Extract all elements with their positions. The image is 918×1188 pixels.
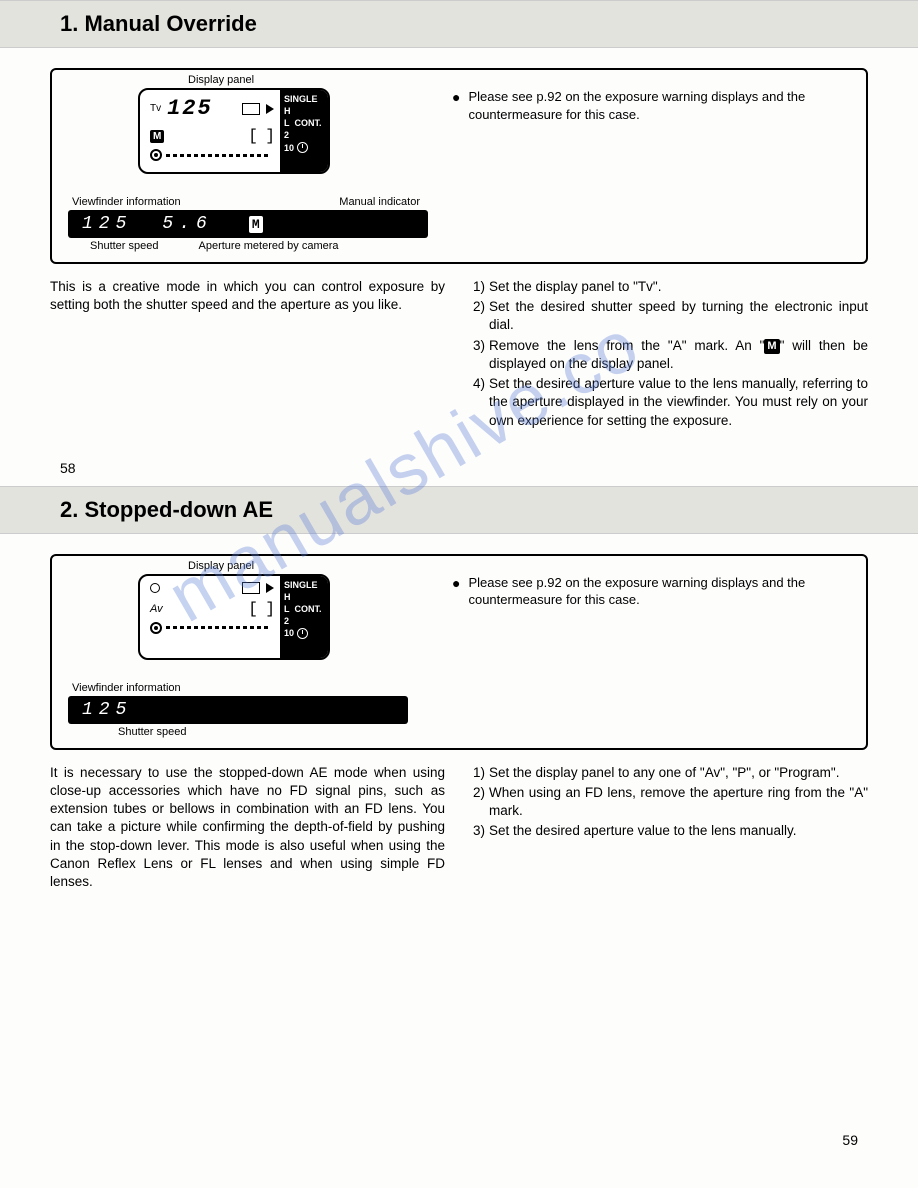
lcd-side-2-2: 2 (284, 616, 289, 626)
section-1-left-text: This is a creative mode in which you can… (50, 278, 445, 432)
section-2-left-text: It is necessary to use the stopped-down … (50, 764, 445, 892)
lcd-side-2: 2 (284, 130, 289, 140)
display-panel-label-2: Display panel (188, 560, 254, 572)
lcd-side-l-2: L (284, 604, 290, 614)
lcd-display-1: Tv 125 M [ ] SINGLE (138, 88, 330, 174)
vf-info-label-2: Viewfinder information (72, 682, 181, 694)
lcd-av-label: Av (150, 603, 163, 615)
section-1-body: This is a creative mode in which you can… (50, 278, 868, 432)
lcd-mode-badge: M (150, 130, 164, 143)
section-1-note: ●Please see p.92 on the exposure warning… (452, 88, 850, 123)
viewfinder-strip-2: 125 (68, 696, 408, 724)
lcd-scale-bar (166, 154, 270, 157)
section-1-heading: 1. Manual Override (0, 0, 918, 48)
vf-aperture: 5.6 (162, 214, 212, 234)
lcd-scale-bar-2 (166, 626, 270, 629)
lcd-target-icon-2 (150, 622, 162, 634)
lcd-side-panel: SINGLE H L CONT. 2 10 (280, 90, 328, 172)
step-4: 4)Set the desired aperture value to the … (473, 375, 868, 430)
inline-m-badge: M (764, 339, 779, 354)
lcd-side-10: 10 (284, 143, 294, 153)
lcd-bracket: [ ] (248, 127, 274, 145)
page-number-59: 59 (842, 1132, 858, 1148)
vf-shutter-label: Shutter speed (90, 240, 159, 252)
timer-icon-2 (297, 628, 308, 639)
section-1-steps: 1)Set the display panel to "Tv". 2)Set t… (473, 278, 868, 430)
lcd-frame-icon (242, 103, 260, 115)
note-text-1: Please see p.92 on the exposure warning … (468, 88, 850, 123)
s2-step-1: 1)Set the display panel to any one of "A… (473, 764, 868, 782)
section-2-note: ●Please see p.92 on the exposure warning… (452, 574, 850, 609)
lcd-frame-icon-2 (242, 582, 260, 594)
lcd-shutter-value: 125 (167, 96, 213, 121)
lcd-side-h: H (284, 106, 291, 116)
step-2: 2)Set the desired shutter speed by turni… (473, 298, 868, 334)
vf-shutter-label-2: Shutter speed (118, 726, 187, 738)
section-2-body: It is necessary to use the stopped-down … (50, 764, 868, 892)
lcd-side-h-2: H (284, 592, 291, 602)
note-text-2: Please see p.92 on the exposure warning … (468, 574, 850, 609)
vf-info-label: Viewfinder information (72, 196, 181, 208)
lcd-tv-label: Tv (150, 103, 161, 114)
section-2-heading: 2. Stopped-down AE (0, 486, 918, 534)
section-1-panel: Display panel Tv 125 M [ ] (50, 68, 868, 264)
lcd-side-single-2: SINGLE (284, 580, 324, 590)
step-1: 1)Set the display panel to "Tv". (473, 278, 868, 296)
section-2-panel: Display panel Av [ ] (50, 554, 868, 750)
section-2-steps: 1)Set the display panel to any one of "A… (473, 764, 868, 841)
page-number-58: 58 (60, 460, 918, 476)
timer-icon (297, 142, 308, 153)
s2-step-2: 2)When using an FD lens, remove the aper… (473, 784, 868, 820)
vf-aperture-label: Aperture metered by camera (199, 240, 339, 252)
lcd-arrow-icon (266, 104, 274, 114)
lcd-side-cont-2: CONT. (295, 604, 322, 614)
lcd-side-panel-2: SINGLE H L CONT. 2 10 (280, 576, 328, 658)
lcd-target-icon (150, 149, 162, 161)
display-panel-label: Display panel (188, 74, 254, 86)
vf-shutter: 125 (82, 214, 132, 234)
vf-shutter-2: 125 (82, 700, 132, 720)
manual-indicator-label: Manual indicator (339, 196, 420, 208)
lcd-side-single: SINGLE (284, 94, 324, 104)
step-3: 3)Remove the lens from the "A" mark. An … (473, 337, 868, 373)
lcd-side-l: L (284, 118, 290, 128)
vf-m-indicator: M (249, 216, 263, 233)
s2-step-3: 3)Set the desired aperture value to the … (473, 822, 868, 840)
lcd-display-2: Av [ ] SINGLE H L CONT. 2 10 (138, 574, 330, 660)
lcd-circle-icon (150, 583, 160, 593)
viewfinder-strip-1: 125 5.6 M (68, 210, 428, 238)
lcd-side-cont: CONT. (295, 118, 322, 128)
lcd-side-10-2: 10 (284, 628, 294, 638)
lcd-bracket-2: [ ] (248, 600, 274, 618)
lcd-arrow-icon-2 (266, 583, 274, 593)
